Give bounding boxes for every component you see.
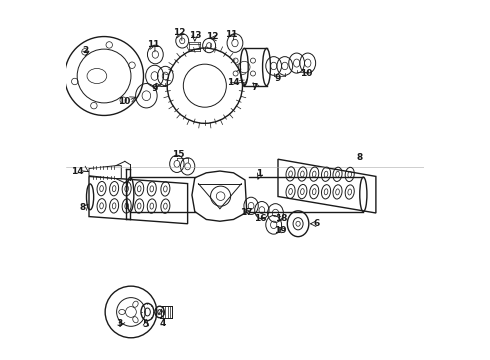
Text: 3: 3 [116, 319, 122, 328]
Text: 11: 11 [147, 40, 160, 49]
Text: 15: 15 [172, 150, 185, 159]
Text: 19: 19 [274, 226, 287, 235]
Text: 1: 1 [256, 169, 263, 178]
Text: 12: 12 [173, 28, 186, 37]
Text: 18: 18 [274, 214, 287, 223]
Text: 10: 10 [300, 69, 313, 78]
Text: 8: 8 [80, 203, 86, 212]
Text: 14: 14 [71, 167, 84, 176]
Polygon shape [89, 176, 188, 224]
Text: 17: 17 [241, 208, 253, 217]
Text: 6: 6 [314, 219, 320, 228]
Polygon shape [192, 171, 247, 221]
Text: 13: 13 [189, 31, 201, 40]
Text: 10: 10 [118, 97, 130, 106]
Polygon shape [89, 166, 122, 179]
Text: 5: 5 [142, 320, 148, 329]
Text: 14: 14 [227, 78, 240, 87]
Polygon shape [278, 159, 376, 213]
Text: 12: 12 [206, 32, 218, 41]
Text: 16: 16 [254, 213, 266, 222]
Text: 9: 9 [274, 74, 280, 83]
Text: 9: 9 [151, 84, 158, 93]
Text: 7: 7 [252, 83, 258, 92]
Text: 2: 2 [82, 46, 89, 55]
Text: 4: 4 [159, 319, 166, 328]
Text: 11: 11 [225, 30, 238, 39]
Text: 8: 8 [357, 153, 363, 162]
